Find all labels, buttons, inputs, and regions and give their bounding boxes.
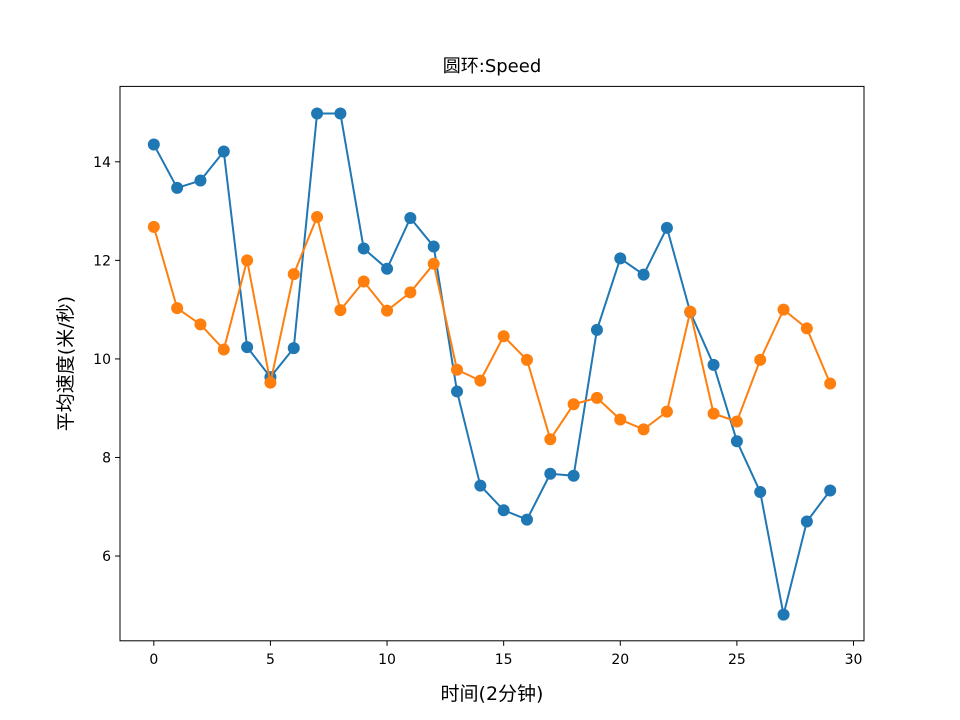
series-2-point (590, 391, 603, 404)
series-2-point (637, 423, 650, 436)
series-2-point (497, 330, 510, 343)
series-2-point (381, 304, 394, 317)
series-2-point (194, 318, 207, 331)
series-1-point (614, 252, 627, 265)
axis-ticks: 0 5 10 15 20 25 30 6 8 10 12 14 (93, 155, 862, 668)
x-tick-label: 10 (378, 652, 396, 668)
series-2-point (287, 268, 300, 281)
series-1-point (241, 341, 254, 354)
series-1-point (474, 479, 487, 492)
series-1-point (427, 240, 440, 253)
series-1-point (520, 513, 533, 526)
x-tick-label: 30 (845, 652, 863, 668)
series-2-point (171, 302, 184, 315)
series-1-point (497, 504, 510, 517)
series-2-point (334, 304, 347, 317)
series-1-point (334, 107, 347, 120)
series-2-point (451, 363, 464, 376)
series-1-point (707, 358, 720, 371)
series-2-point (241, 254, 254, 267)
series-1-point (451, 385, 464, 398)
y-tick-label: 8 (102, 450, 111, 466)
series-1-point (824, 484, 837, 497)
y-tick-label: 14 (93, 155, 111, 171)
x-tick-label: 20 (611, 652, 629, 668)
series-1-line (152, 112, 832, 616)
series-2-point (777, 303, 790, 316)
series-1-point (800, 515, 813, 528)
series-1-point (590, 323, 603, 336)
series-1-point (754, 485, 767, 498)
plot-marks (147, 107, 837, 621)
series-2-point (427, 257, 440, 270)
series-2-point (567, 398, 580, 411)
x-tick-label: 5 (266, 652, 275, 668)
series-2-point (824, 377, 837, 390)
y-tick-label: 10 (93, 352, 111, 368)
series-1-point (357, 242, 370, 255)
series-2-point (147, 220, 160, 233)
chart-title: 圆环:Speed (443, 56, 542, 77)
series-1-point (660, 221, 673, 234)
series-2-point (544, 433, 557, 446)
series-2-point (707, 407, 720, 420)
x-tick-label: 15 (495, 652, 513, 668)
series-2-point (614, 413, 627, 426)
x-tick-label: 25 (728, 652, 746, 668)
series-2-point (754, 353, 767, 366)
series-2-point (520, 353, 533, 366)
series-2-point (474, 374, 487, 387)
axes-frame (119, 85, 865, 642)
series-1-point (194, 174, 207, 187)
series-1-point (311, 107, 324, 120)
series-2-point (311, 210, 324, 223)
series-2-point (660, 405, 673, 418)
series-2-point (684, 305, 697, 318)
series-2-point (264, 376, 277, 389)
y-axis-label: 平均速度(米/秒) (55, 296, 77, 431)
series-1-point (777, 608, 790, 621)
series-1-point (637, 268, 650, 281)
series-1-point (381, 262, 394, 275)
series-1-point (567, 469, 580, 482)
series-2-point (217, 343, 230, 356)
series-1-point (171, 181, 184, 194)
series-1-point (544, 467, 557, 480)
x-tick-label: 0 (149, 652, 158, 668)
x-axis-label: 时间(2分钟) (441, 683, 544, 705)
series-2-point (404, 286, 417, 299)
series-1-point (147, 138, 160, 151)
series-2-point (730, 415, 743, 428)
series-1-point (287, 342, 300, 355)
series-1-point (730, 435, 743, 448)
y-tick-label: 6 (102, 549, 111, 565)
series-2-point (357, 275, 370, 288)
series-1-point (217, 145, 230, 158)
series-2-point (800, 322, 813, 335)
y-tick-label: 12 (93, 253, 111, 269)
series-1-point (404, 211, 417, 224)
